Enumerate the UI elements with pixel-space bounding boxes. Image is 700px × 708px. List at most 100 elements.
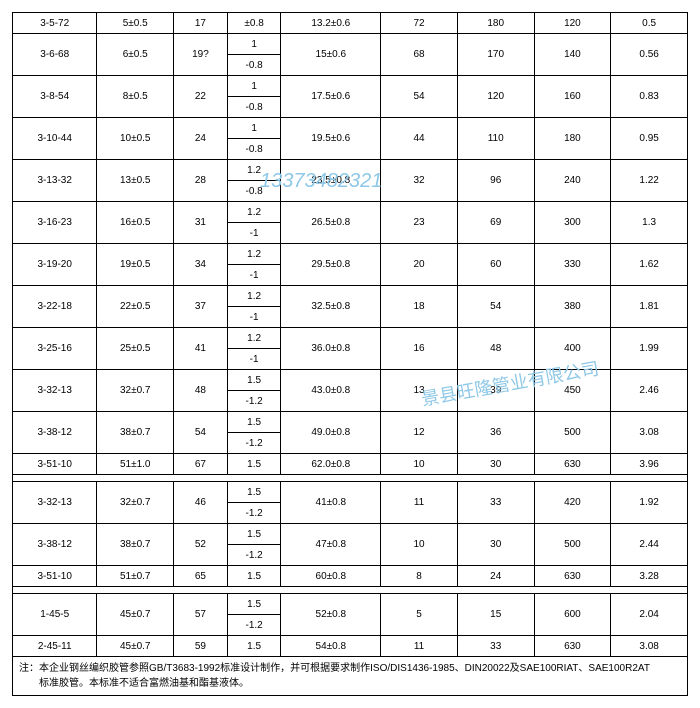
cell: 3-38-12	[13, 524, 97, 566]
cell: 24	[457, 566, 534, 587]
cell: 420	[534, 482, 611, 524]
cell: 3-32-13	[13, 482, 97, 524]
cell: 28	[174, 160, 228, 202]
tolerance-lower: -1.2	[227, 433, 281, 454]
cell: 3-51-10	[13, 566, 97, 587]
cell: 450	[534, 370, 611, 412]
cell: 1.5	[227, 454, 281, 475]
cell: 43.0±0.8	[281, 370, 381, 412]
cell: ±0.8	[227, 13, 281, 34]
table-row-1: 3-6-686±0.519?115±0.6681701400.56	[13, 34, 688, 55]
cell: 8±0.5	[97, 76, 174, 118]
cell: 10	[381, 524, 458, 566]
footnote-label: 注：	[19, 663, 39, 674]
cell: 1.22	[611, 160, 688, 202]
tolerance-lower: -1.2	[227, 503, 281, 524]
cell: 110	[457, 118, 534, 160]
tolerance-upper: 1.2	[227, 202, 281, 223]
cell: 57	[174, 594, 228, 636]
cell: 54	[381, 76, 458, 118]
cell: 72	[381, 13, 458, 34]
cell: 3-16-23	[13, 202, 97, 244]
tolerance-lower: -1	[227, 349, 281, 370]
cell: 68	[381, 34, 458, 76]
cell: 46	[174, 482, 228, 524]
footnote-text-2: 标准胶管。本标准不适合富燃油基和酯基液体。	[39, 678, 249, 689]
cell: 32	[381, 160, 458, 202]
cell: 25±0.5	[97, 328, 174, 370]
cell: 34	[174, 244, 228, 286]
cell: 30	[457, 524, 534, 566]
tolerance-upper: 1.5	[227, 594, 281, 615]
cell: 19?	[174, 34, 228, 76]
cell: 23.5±0.8	[281, 160, 381, 202]
cell: 49.0±0.8	[281, 412, 381, 454]
cell: 24	[174, 118, 228, 160]
cell: 2-45-11	[13, 636, 97, 657]
cell: 140	[534, 34, 611, 76]
cell: 15	[457, 594, 534, 636]
table-row-3: 3-10-4410±0.524119.5±0.6441101800.95	[13, 118, 688, 139]
cell: 39	[457, 370, 534, 412]
cell: 16±0.5	[97, 202, 174, 244]
tolerance-upper: 1.2	[227, 244, 281, 265]
cell: 38±0.7	[97, 412, 174, 454]
cell: 22±0.5	[97, 286, 174, 328]
cell: 3-5-72	[13, 13, 97, 34]
cell: 67	[174, 454, 228, 475]
cell: 48	[457, 328, 534, 370]
table-row-6: 3-19-2019±0.5341.229.5±0.820603301.62	[13, 244, 688, 265]
cell: 65	[174, 566, 228, 587]
cell: 13	[381, 370, 458, 412]
tolerance-upper: 1	[227, 34, 281, 55]
cell: 0.95	[611, 118, 688, 160]
table-row-10: 3-38-1238±0.7541.549.0±0.812365003.08	[13, 412, 688, 433]
cell: 41	[174, 328, 228, 370]
section-gap	[13, 587, 688, 594]
cell: 180	[457, 13, 534, 34]
table-row-s2-0: 3-32-1332±0.7461.541±0.811334201.92	[13, 482, 688, 503]
cell: 41±0.8	[281, 482, 381, 524]
table-row-s2-1: 3-38-1238±0.7521.547±0.810305002.44	[13, 524, 688, 545]
tolerance-upper: 1.2	[227, 286, 281, 307]
cell: 3-19-20	[13, 244, 97, 286]
cell: 19.5±0.6	[281, 118, 381, 160]
cell: 6±0.5	[97, 34, 174, 76]
cell: 170	[457, 34, 534, 76]
cell: 1.92	[611, 482, 688, 524]
table-row-s2-2: 3-51-1051±0.7651.560±0.88246303.28	[13, 566, 688, 587]
cell: 2.46	[611, 370, 688, 412]
footnote-text-1: 本企业钢丝编织胶管参照GB/T3683-1992标准设计制作，并可根据要求制作I…	[39, 663, 650, 674]
cell: 52±0.8	[281, 594, 381, 636]
table-row-8: 3-25-1625±0.5411.236.0±0.816484001.99	[13, 328, 688, 349]
cell: 11	[381, 482, 458, 524]
cell: 5±0.5	[97, 13, 174, 34]
tolerance-upper: 1.2	[227, 328, 281, 349]
cell: 47±0.8	[281, 524, 381, 566]
cell: 240	[534, 160, 611, 202]
cell: 1.5	[227, 566, 281, 587]
cell: 10	[381, 454, 458, 475]
cell: 62.0±0.8	[281, 454, 381, 475]
cell: 36	[457, 412, 534, 454]
tolerance-upper: 1.5	[227, 370, 281, 391]
table-row-s3-1: 2-45-1145±0.7591.554±0.811336303.08	[13, 636, 688, 657]
cell: 2.44	[611, 524, 688, 566]
table-row-7: 3-22-1822±0.5371.232.5±0.818543801.81	[13, 286, 688, 307]
cell: 17	[174, 13, 228, 34]
cell: 380	[534, 286, 611, 328]
cell: 59	[174, 636, 228, 657]
cell: 3-32-13	[13, 370, 97, 412]
cell: 69	[457, 202, 534, 244]
cell: 13±0.5	[97, 160, 174, 202]
cell: 31	[174, 202, 228, 244]
cell: 120	[457, 76, 534, 118]
tolerance-lower: -1.2	[227, 391, 281, 412]
cell: 32±0.7	[97, 370, 174, 412]
footnote-row: 注：本企业钢丝编织胶管参照GB/T3683-1992标准设计制作，并可根据要求制…	[13, 657, 688, 696]
cell: 18	[381, 286, 458, 328]
cell: 5	[381, 594, 458, 636]
cell: 3-25-16	[13, 328, 97, 370]
cell: 1.99	[611, 328, 688, 370]
cell: 400	[534, 328, 611, 370]
